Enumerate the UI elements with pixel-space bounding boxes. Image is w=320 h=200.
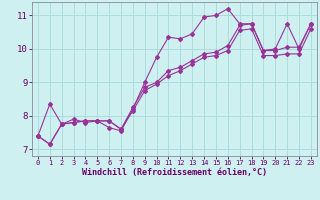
X-axis label: Windchill (Refroidissement éolien,°C): Windchill (Refroidissement éolien,°C) xyxy=(82,168,267,177)
